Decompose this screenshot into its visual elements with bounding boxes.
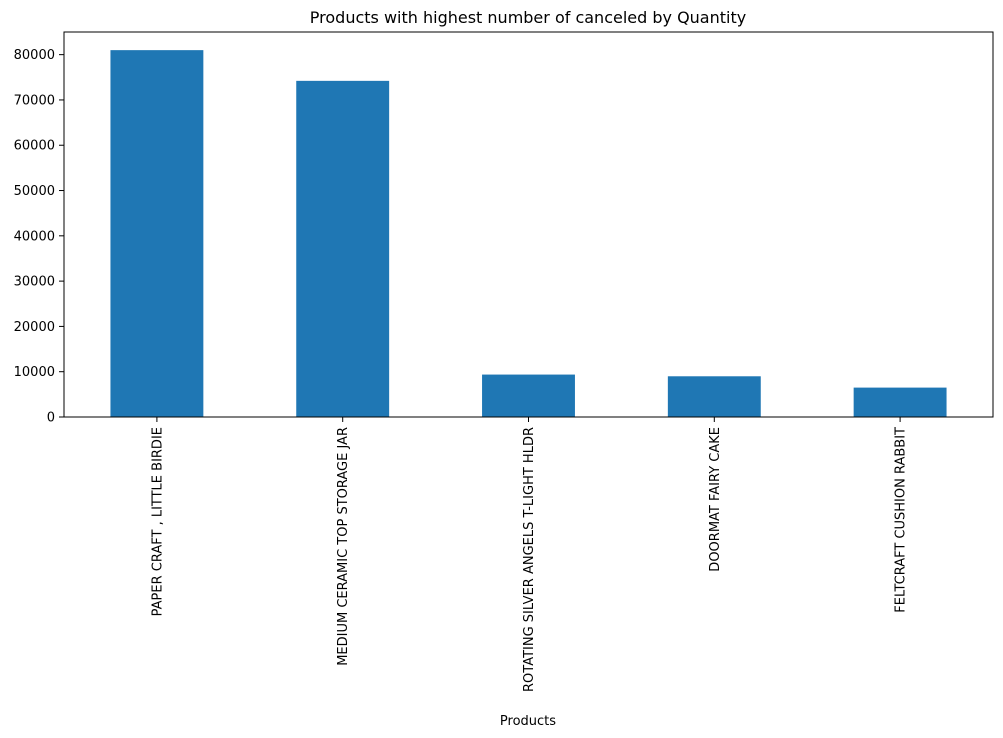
bar-3: [482, 374, 575, 417]
bar-1: [110, 50, 204, 418]
bar-4: [667, 376, 761, 417]
x-tick-label: DOORMAT FAIRY CAKE: [708, 427, 723, 572]
plot-frame: [63, 31, 994, 418]
y-tick-label: 40000: [14, 229, 55, 244]
bar-2: [296, 80, 390, 418]
x-axis: PAPER CRAFT , LITTLE BIRDIE MEDIUM CERAMI…: [150, 417, 909, 692]
x-axis-label: Products: [500, 714, 556, 729]
bar-5: [853, 387, 947, 417]
y-tick-label: 60000: [14, 139, 55, 154]
y-tick-label: 20000: [14, 320, 55, 335]
y-axis: 0 10000 20000 30000 40000 50000 60000 70000 8000…: [14, 48, 64, 426]
y-tick-label: 30000: [14, 275, 55, 290]
bars-group: [110, 50, 947, 418]
x-tick-label: FELTCRAFT CUSHION RABBIT: [894, 427, 909, 613]
y-tick-label: 80000: [14, 48, 55, 63]
y-tick-label: 10000: [14, 365, 55, 380]
y-tick-label: 0: [47, 411, 55, 426]
chart-title: Products with highest number of canceled…: [310, 8, 746, 27]
x-tick-label: PAPER CRAFT , LITTLE BIRDIE: [150, 427, 165, 616]
x-tick-label: ROTATING SILVER ANGELS T-LIGHT HLDR: [522, 427, 537, 692]
y-tick-label: 50000: [14, 184, 55, 199]
x-tick-label: MEDIUM CERAMIC TOP STORAGE JAR: [336, 427, 351, 666]
y-tick-label: 70000: [14, 93, 55, 108]
